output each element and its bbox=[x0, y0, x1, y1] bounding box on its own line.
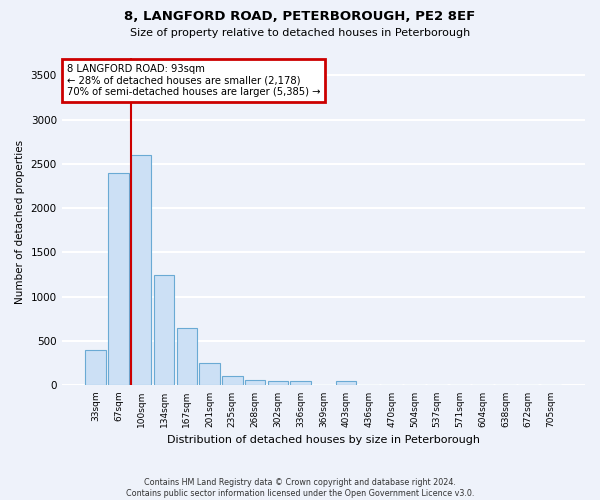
Bar bbox=[336, 381, 356, 386]
Bar bbox=[222, 376, 242, 386]
Bar bbox=[199, 364, 220, 386]
Bar bbox=[290, 381, 311, 386]
Bar bbox=[131, 155, 151, 386]
Text: Size of property relative to detached houses in Peterborough: Size of property relative to detached ho… bbox=[130, 28, 470, 38]
Y-axis label: Number of detached properties: Number of detached properties bbox=[15, 140, 25, 304]
X-axis label: Distribution of detached houses by size in Peterborough: Distribution of detached houses by size … bbox=[167, 435, 480, 445]
Bar bbox=[154, 274, 174, 386]
Text: 8 LANGFORD ROAD: 93sqm
← 28% of detached houses are smaller (2,178)
70% of semi-: 8 LANGFORD ROAD: 93sqm ← 28% of detached… bbox=[67, 64, 320, 98]
Bar bbox=[108, 172, 129, 386]
Text: 8, LANGFORD ROAD, PETERBOROUGH, PE2 8EF: 8, LANGFORD ROAD, PETERBOROUGH, PE2 8EF bbox=[124, 10, 476, 23]
Bar bbox=[85, 350, 106, 386]
Bar bbox=[268, 381, 288, 386]
Text: Contains HM Land Registry data © Crown copyright and database right 2024.
Contai: Contains HM Land Registry data © Crown c… bbox=[126, 478, 474, 498]
Bar bbox=[176, 328, 197, 386]
Bar bbox=[245, 380, 265, 386]
